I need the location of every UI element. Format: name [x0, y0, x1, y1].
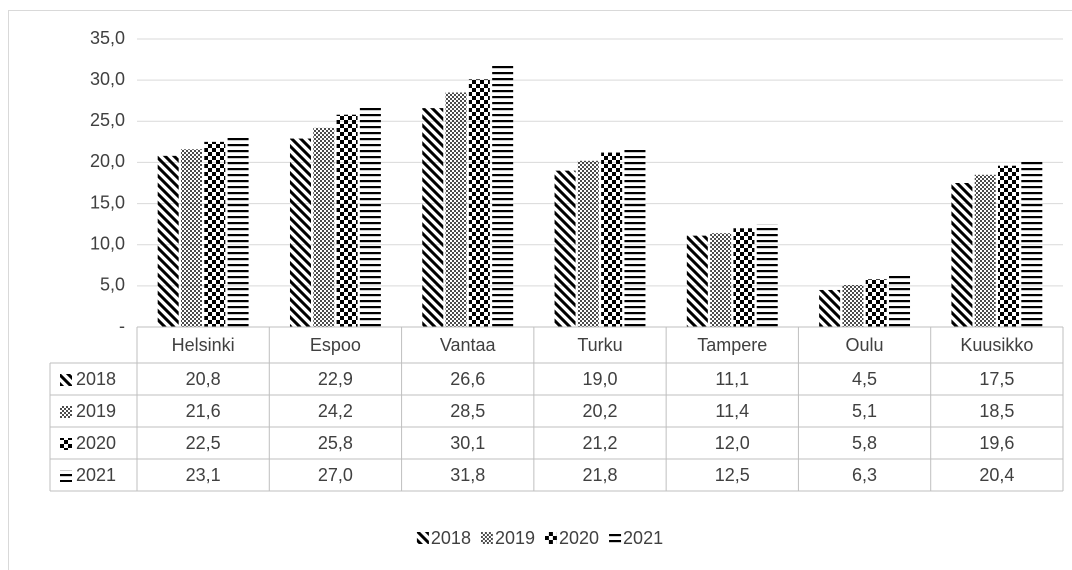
legend-label: 2021	[623, 528, 663, 548]
table-value: 11,4	[715, 401, 749, 421]
y-tick-label: 25,0	[90, 110, 125, 130]
y-tick-label: 20,0	[90, 151, 125, 171]
bar	[865, 279, 887, 327]
series-label: 2020	[76, 433, 116, 453]
table-value: 21,6	[186, 401, 221, 421]
y-tick-label: 10,0	[90, 233, 125, 253]
legend-key	[60, 406, 72, 418]
table-value: 20,2	[582, 401, 617, 421]
series-label: 2019	[76, 401, 116, 421]
bar	[733, 228, 755, 327]
series-label: 2021	[76, 465, 116, 485]
table-value: 26,6	[450, 369, 485, 389]
bar	[756, 224, 778, 327]
table-value: 11,1	[715, 369, 749, 389]
legend-key	[60, 438, 72, 450]
bar	[577, 160, 599, 327]
table-value: 21,2	[582, 433, 617, 453]
legend-key	[545, 532, 557, 544]
y-tick-label: 5,0	[100, 275, 125, 295]
bar	[974, 174, 996, 327]
y-tick-label: 30,0	[90, 69, 125, 89]
bar	[157, 155, 179, 327]
legend-key	[60, 470, 72, 482]
bar	[998, 165, 1020, 327]
bar	[336, 114, 358, 328]
legend-key	[609, 532, 622, 544]
y-tick-label: -	[119, 316, 125, 336]
bar	[601, 152, 623, 327]
x-tick-label: Turku	[577, 335, 622, 355]
bar	[359, 104, 381, 327]
bar	[554, 170, 576, 327]
x-tick-label: Espoo	[310, 335, 361, 355]
legend-key	[60, 374, 72, 386]
table-value: 21,8	[582, 465, 617, 485]
bar	[819, 289, 841, 327]
legend: 2018 2019 2020 2021	[416, 528, 663, 548]
table-value: 12,5	[715, 465, 750, 485]
y-tick-label: 35,0	[90, 28, 125, 48]
table-value: 22,5	[186, 433, 221, 453]
table-value: 20,4	[979, 465, 1014, 485]
bar	[468, 79, 490, 327]
bar	[842, 285, 864, 327]
bar	[204, 141, 226, 327]
legend-key	[480, 532, 493, 544]
legend-label: 2018	[431, 528, 471, 548]
table-value: 31,8	[450, 465, 485, 485]
x-tick-label: Vantaa	[440, 335, 497, 355]
bar	[624, 147, 646, 327]
bar	[422, 108, 444, 328]
x-tick-label: Helsinki	[172, 335, 235, 355]
series-label: 2018	[76, 369, 116, 389]
table-value: 5,1	[852, 401, 877, 421]
table-value: 27,0	[318, 465, 353, 485]
table-value: 18,5	[979, 401, 1014, 421]
bar	[445, 92, 467, 327]
table-value: 4,5	[852, 369, 877, 389]
bar	[686, 235, 708, 327]
bar	[889, 275, 911, 327]
table-value: 12,0	[715, 433, 750, 453]
bar	[492, 65, 514, 328]
legend-label: 2019	[495, 528, 535, 548]
table-value: 25,8	[318, 433, 353, 453]
x-tick-label: Oulu	[846, 335, 884, 355]
bar	[710, 233, 732, 327]
legend-label: 2020	[559, 528, 599, 548]
bar	[951, 183, 973, 327]
table-value: 24,2	[318, 401, 353, 421]
legend-key	[416, 532, 429, 544]
table-value: 22,9	[318, 369, 353, 389]
table-value: 30,1	[450, 433, 485, 453]
y-tick-label: 15,0	[90, 192, 125, 212]
table-value: 28,5	[450, 401, 485, 421]
x-tick-label: Kuusikko	[960, 335, 1033, 355]
bar	[180, 149, 202, 327]
table-value: 23,1	[186, 465, 221, 485]
bar	[313, 127, 335, 328]
table-value: 17,5	[979, 369, 1014, 389]
bar	[289, 138, 311, 327]
table-value: 19,0	[582, 369, 617, 389]
table-value: 6,3	[852, 465, 877, 485]
table-value: 19,6	[979, 433, 1014, 453]
table-value: 20,8	[186, 369, 221, 389]
bar	[227, 136, 249, 327]
bar	[1021, 159, 1043, 327]
x-tick-label: Tampere	[697, 335, 767, 355]
table-value: 5,8	[852, 433, 877, 453]
